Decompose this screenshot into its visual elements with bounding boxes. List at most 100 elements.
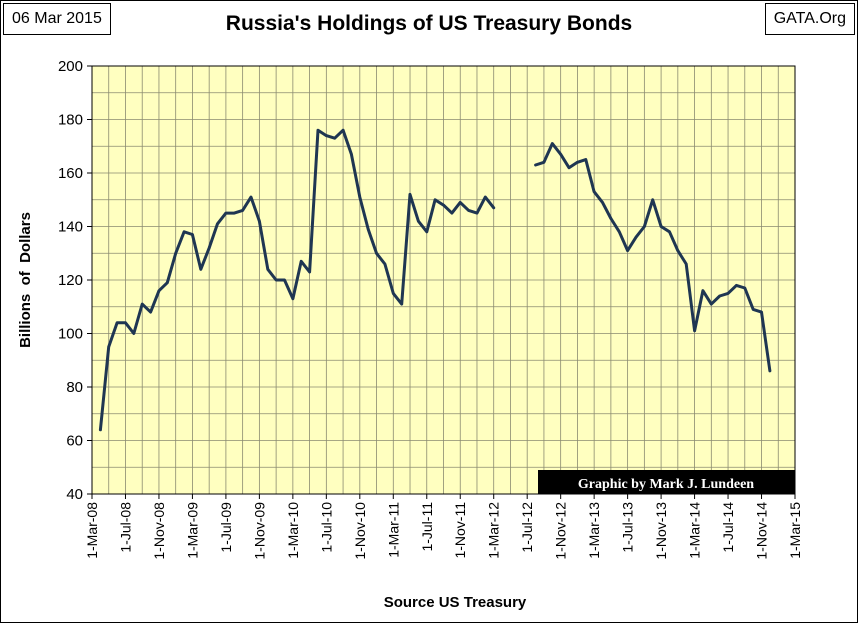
data-point — [701, 289, 705, 292]
chart-title: Russia's Holdings of US Treasury Bonds — [225, 12, 633, 35]
data-point — [199, 268, 202, 271]
data-point — [99, 428, 102, 431]
data-point — [752, 308, 755, 311]
data-point — [718, 294, 721, 298]
data-point — [300, 260, 303, 263]
data-point — [182, 230, 186, 233]
data-point — [191, 233, 194, 236]
data-point — [601, 201, 604, 204]
data-point — [659, 225, 663, 228]
x-tick-label: 1-Mar-11 — [385, 502, 401, 558]
data-point — [475, 211, 479, 215]
x-tick-label: 1-Jul-14 — [720, 502, 736, 553]
data-point — [584, 158, 587, 161]
data-point — [542, 161, 546, 164]
x-axis-ticks: 1-Mar-08 1-Jul-08 1-Nov-08 1-Mar-09 1-Jul-09… — [84, 494, 803, 560]
data-point — [634, 236, 638, 239]
data-point — [258, 220, 261, 223]
data-point — [157, 289, 161, 292]
data-series — [98, 128, 772, 432]
data-point — [174, 252, 177, 255]
data-point — [333, 137, 336, 140]
data-point — [358, 195, 361, 199]
data-point — [442, 203, 445, 207]
x-tick-label: 1-Nov-13 — [653, 502, 669, 560]
data-point — [149, 310, 152, 314]
data-point — [115, 321, 119, 324]
data-point — [107, 345, 110, 349]
data-point — [676, 249, 679, 252]
data-point — [726, 292, 730, 295]
data-point — [710, 302, 713, 306]
data-point — [266, 268, 269, 271]
data-point — [132, 332, 135, 335]
y-tick-label: 80 — [66, 379, 83, 396]
data-point — [735, 284, 738, 287]
x-tick-label: 1-Nov-14 — [754, 502, 770, 560]
x-tick-label: 1-Nov-11 — [452, 502, 468, 559]
credit-banner: Graphic by Mark J. Lundeen — [538, 470, 795, 494]
x-tick-label: 1-Jul-09 — [218, 502, 234, 553]
data-point — [208, 246, 211, 250]
data-point — [592, 190, 596, 193]
data-point — [417, 220, 420, 223]
data-point — [685, 262, 688, 266]
y-axis-ticks: 40 60 80 100 120 140 160 180 200 — [58, 58, 92, 503]
data-point — [576, 161, 579, 164]
grid-lines — [92, 66, 795, 494]
data-point — [241, 209, 244, 212]
data-point — [400, 302, 403, 306]
data-point — [693, 329, 696, 332]
data-point — [249, 195, 253, 199]
data-point — [291, 297, 295, 300]
x-tick-label: 1-Jul-11 — [419, 502, 435, 552]
data-point — [651, 198, 654, 201]
data-point — [459, 201, 462, 204]
x-tick-label: 1-Jul-12 — [519, 502, 535, 553]
data-point — [141, 302, 144, 306]
x-tick-label: 1-Mar-08 — [84, 502, 100, 559]
y-tick-label: 60 — [66, 433, 83, 450]
x-tick-label: 1-Mar-13 — [586, 502, 602, 559]
y-tick-label: 160 — [58, 165, 83, 182]
data-point — [626, 249, 629, 252]
data-point — [341, 129, 345, 132]
x-axis-label: Source US Treasury — [384, 594, 527, 611]
x-tick-label: 1-Nov-08 — [151, 502, 167, 560]
data-point — [375, 252, 378, 255]
y-tick-label: 40 — [66, 486, 83, 503]
x-tick-label: 1-Mar-14 — [687, 502, 703, 559]
data-point — [224, 211, 228, 215]
credit-text: Graphic by Mark J. Lundeen — [578, 477, 754, 492]
plot-border — [91, 65, 796, 495]
x-tick-label: 1-Mar-10 — [285, 502, 301, 559]
data-point — [567, 166, 571, 169]
data-point — [283, 278, 286, 282]
y-tick-label: 120 — [58, 272, 83, 289]
data-point — [308, 270, 311, 274]
data-point — [367, 228, 370, 231]
data-point — [492, 206, 495, 209]
data-point — [274, 278, 278, 282]
data-point — [433, 198, 437, 201]
data-point — [350, 153, 353, 156]
data-point — [233, 211, 236, 215]
data-point — [467, 209, 470, 212]
data-point — [450, 211, 454, 215]
data-point — [643, 225, 646, 228]
data-point — [166, 281, 169, 284]
data-point — [559, 153, 562, 156]
source-site-label: GATA.Org — [764, 3, 855, 35]
data-point — [383, 262, 387, 266]
series-line-segment — [98, 128, 496, 432]
data-point — [760, 310, 763, 314]
data-point — [668, 230, 671, 233]
data-point — [551, 142, 554, 145]
data-point — [484, 195, 487, 199]
data-point — [325, 134, 328, 137]
x-tick-label: 1-Nov-12 — [553, 502, 569, 560]
y-tick-label: 100 — [58, 326, 83, 343]
x-tick-label: 1-Jul-10 — [318, 502, 334, 553]
data-point — [425, 230, 428, 233]
